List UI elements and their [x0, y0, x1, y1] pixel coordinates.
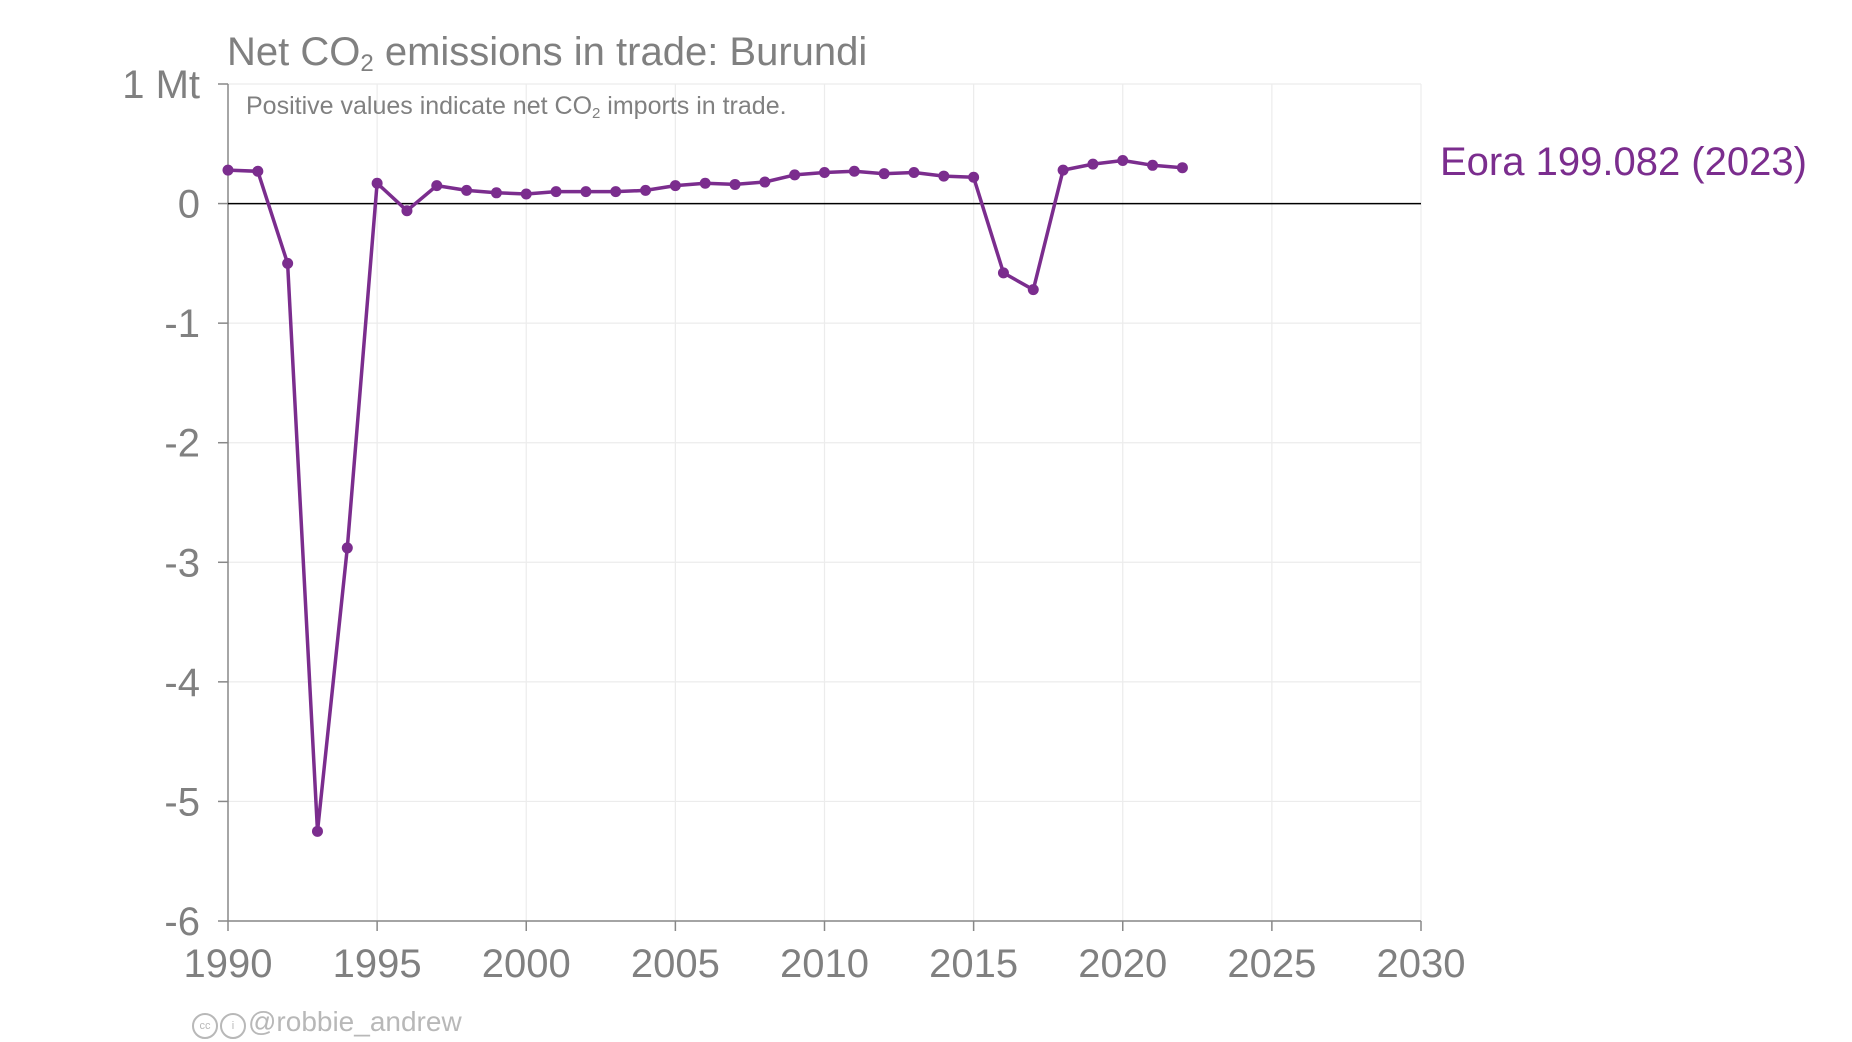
x-tick-label: 2025	[1227, 942, 1316, 986]
attribution-icon: i	[220, 1013, 246, 1039]
data-point	[848, 165, 860, 177]
data-point	[938, 170, 950, 182]
tick-labels: 1990 1995 2000 2005 2010 2015 2020 2025 2030 1 Mt…	[122, 63, 1465, 986]
data-point	[759, 176, 771, 188]
data-point	[997, 267, 1009, 279]
y-tick-label: -1	[164, 302, 200, 346]
data-point	[1117, 155, 1129, 167]
data-point	[252, 165, 264, 177]
data-point	[1176, 162, 1188, 174]
y-tick-label: 0	[178, 183, 200, 227]
x-tick-label: 1995	[333, 942, 422, 986]
data-point	[908, 166, 920, 178]
data-point	[550, 186, 562, 198]
series-eora	[222, 155, 1188, 837]
x-tick-label: 2000	[482, 942, 571, 986]
y-tick-label: 1 Mt	[122, 63, 200, 107]
data-point	[789, 169, 801, 181]
chart-subtitle: Positive values indicate net CO2 imports…	[246, 92, 787, 122]
x-tick-label: 1990	[184, 942, 273, 986]
y-tick-label: -6	[164, 900, 200, 944]
data-point	[520, 188, 532, 200]
x-tick-label: 2005	[631, 942, 720, 986]
credit: cc i @robbie_andrew	[192, 1006, 462, 1039]
data-point	[699, 177, 711, 189]
x-tick-label: 2020	[1078, 942, 1167, 986]
data-point	[669, 180, 681, 192]
data-point	[580, 186, 592, 198]
data-point	[461, 184, 473, 196]
data-point	[819, 166, 830, 178]
series-line	[227, 158, 1183, 834]
y-tick-label: -2	[164, 422, 200, 466]
data-point	[1147, 159, 1159, 171]
chart-title: Net CO2 emissions in trade: Burundi	[227, 30, 868, 77]
credit-handle: @robbie_andrew	[248, 1006, 462, 1037]
data-point	[222, 164, 234, 176]
data-point	[311, 825, 323, 837]
x-tick-label: 2030	[1377, 942, 1466, 986]
data-point	[729, 178, 741, 190]
y-tick-label: -4	[164, 661, 200, 705]
y-tick-label: -5	[164, 780, 200, 824]
data-point	[610, 186, 622, 198]
data-point	[1087, 158, 1099, 170]
cc-icon: cc	[192, 1013, 218, 1039]
data-point	[371, 177, 383, 189]
grid-lines	[228, 83, 1422, 922]
axes	[218, 83, 1422, 931]
x-tick-label: 2010	[780, 942, 869, 986]
data-point	[401, 205, 413, 217]
data-point	[878, 168, 890, 180]
y-tick-label: -3	[164, 541, 200, 585]
data-point	[282, 257, 294, 269]
data-point	[1057, 164, 1069, 176]
data-point	[968, 171, 980, 183]
data-point	[490, 187, 502, 199]
data-point	[341, 542, 353, 554]
data-point	[431, 180, 443, 192]
data-point	[1027, 284, 1039, 296]
data-point	[640, 184, 652, 196]
x-tick-label: 2015	[929, 942, 1018, 986]
series-label: Eora 199.082 (2023)	[1440, 140, 1807, 184]
